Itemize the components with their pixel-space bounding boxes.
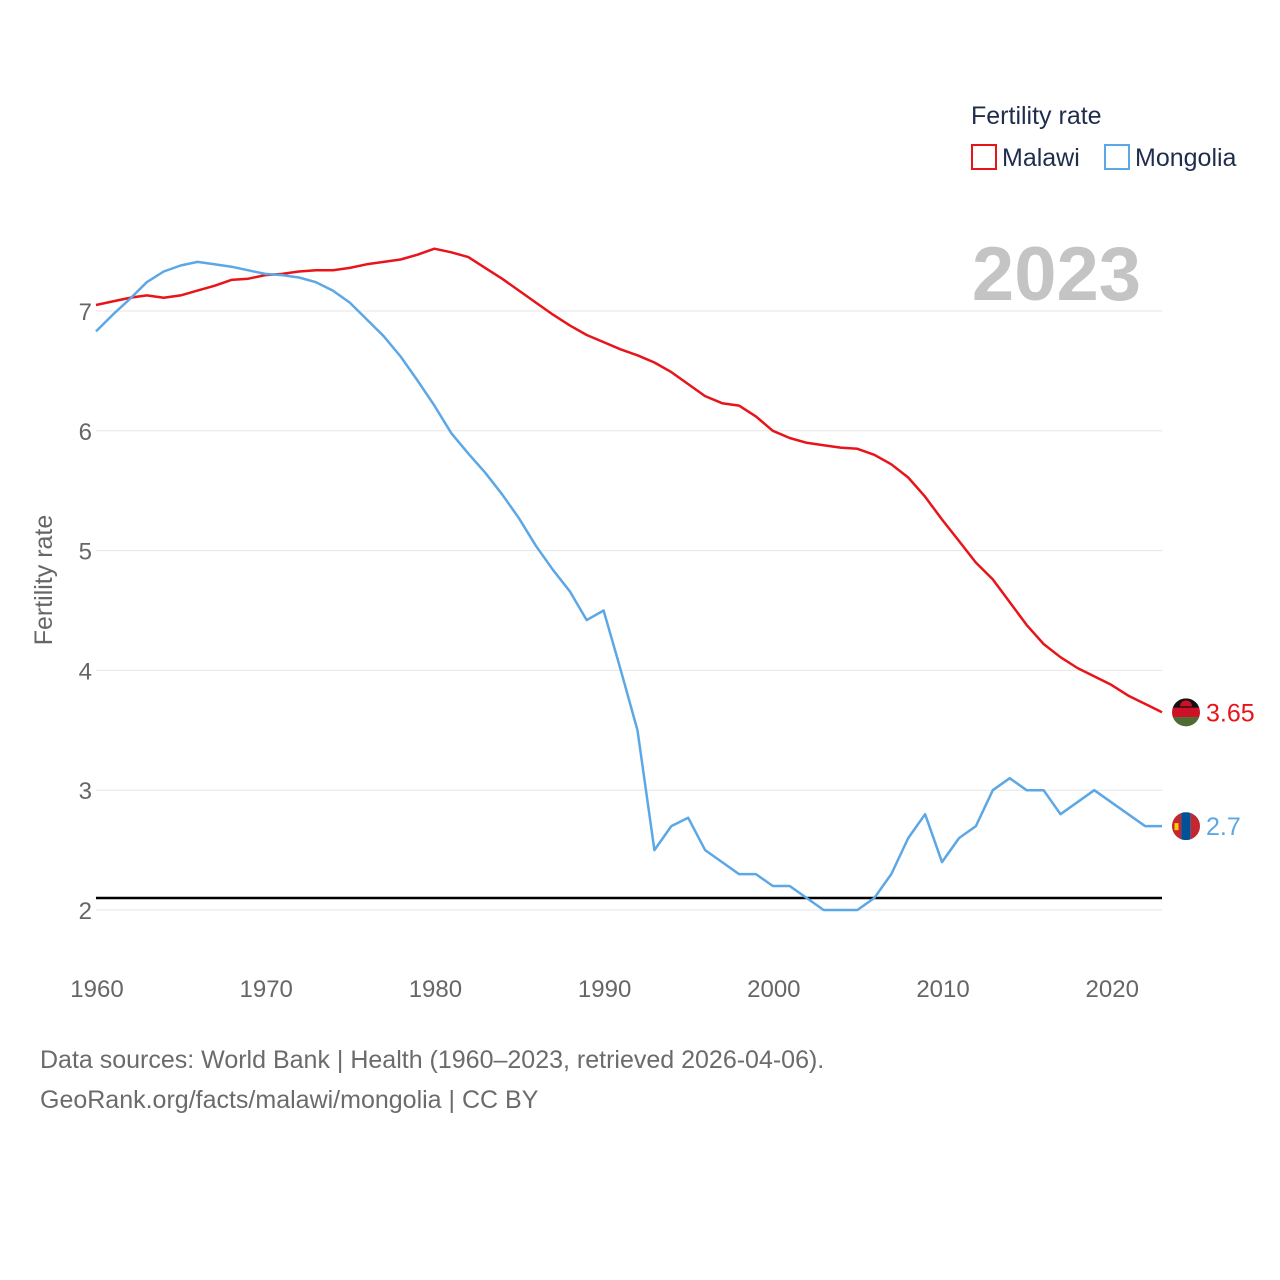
y-tick-label: 6 — [79, 419, 92, 446]
legend-label-mongolia: Mongolia — [1135, 144, 1237, 172]
y-axis-ticks: 2 3 4 5 6 7 — [79, 299, 92, 925]
legend-label-malawi: Malawi — [1002, 144, 1080, 172]
source-note: Data sources: World Bank | Health (1960–… — [40, 1040, 824, 1120]
malawi-flag-icon — [1172, 698, 1200, 727]
mongolia-endpoint: 2.7 — [1172, 812, 1241, 841]
series-line-malawi[interactable] — [95, 247, 1163, 714]
legend-title: Fertility rate — [971, 102, 1102, 130]
source-line-1: Data sources: World Bank | Health (1960–… — [40, 1046, 825, 1074]
y-tick-label: 5 — [79, 539, 92, 566]
mongolia-end-value: 2.7 — [1206, 813, 1241, 841]
y-tick-label: 7 — [79, 299, 92, 326]
x-tick-label: 1980 — [409, 976, 462, 1003]
x-tick-label: 1960 — [70, 976, 123, 1003]
series-lines — [95, 247, 1163, 912]
year-indicator: 2023 — [972, 232, 1141, 317]
gridlines — [96, 310, 1162, 911]
x-axis-ticks: 1960 1970 1980 1990 2000 2010 2020 — [70, 976, 1139, 1003]
x-tick-label: 1970 — [240, 976, 293, 1003]
y-axis-title: Fertility rate — [30, 515, 58, 646]
mongolia-flag-icon — [1172, 812, 1200, 841]
legend-swatch-mongolia — [1104, 144, 1130, 170]
x-tick-label: 2020 — [1086, 976, 1139, 1003]
y-tick-label: 3 — [79, 778, 92, 805]
x-tick-label: 2000 — [747, 976, 800, 1003]
legend: Fertility rate Malawi Mongolia — [971, 102, 1237, 172]
series-line-mongolia[interactable] — [95, 260, 1162, 912]
x-tick-label: 2010 — [916, 976, 969, 1003]
legend-item-mongolia[interactable]: Mongolia — [1104, 144, 1237, 172]
legend-item-malawi[interactable]: Malawi — [971, 144, 1080, 172]
y-tick-label: 4 — [79, 658, 92, 685]
source-line-2: GeoRank.org/facts/malawi/mongolia | CC B… — [40, 1086, 539, 1114]
y-tick-label: 2 — [79, 898, 92, 925]
x-tick-label: 1990 — [578, 976, 631, 1003]
malawi-endpoint: 3.65 — [1172, 698, 1255, 727]
malawi-end-value: 3.65 — [1206, 699, 1255, 727]
legend-swatch-malawi — [971, 144, 997, 170]
